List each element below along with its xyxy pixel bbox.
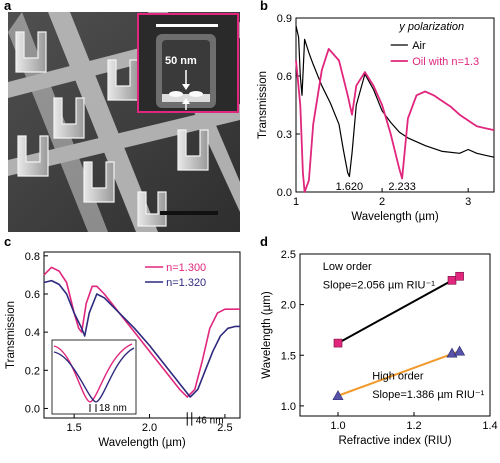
x-tick-label: 1.5 — [67, 422, 82, 434]
panel-a: a — [0, 0, 240, 232]
legend-label-oil: Oil with n=1.3 — [412, 56, 479, 68]
x-tick-label: 1 — [293, 196, 299, 208]
panel-c: c 1.5 2.0 2.5 0.0 0.2 0.4 0.6 0.8 Wavelength (µm… — [0, 232, 248, 458]
x-axis-label: Refractive index (RIU) — [338, 435, 451, 447]
y-tick-label: 2.0 — [281, 300, 296, 312]
y-tick-label: 2.5 — [281, 249, 296, 261]
legend-title: y polarization — [398, 21, 464, 33]
panel-b-label: b — [260, 0, 268, 13]
inset-curve-n1300 — [53, 343, 133, 403]
x-tick-label: 3 — [465, 196, 471, 208]
marker-high-order — [332, 390, 344, 401]
annotation-air-dip: 1.620 — [336, 181, 364, 193]
inset-annotation: 50 nm — [165, 55, 197, 67]
sem-image: 50 nm — [8, 12, 240, 232]
marker-low-order — [455, 271, 464, 281]
plot-frame — [295, 17, 495, 193]
y-axis-label: Wavelength (µm) — [261, 291, 273, 379]
panel-a-label: a — [4, 0, 12, 13]
y-tick-label: 1.5 — [281, 350, 296, 362]
y-tick-label: 1.0 — [281, 401, 296, 413]
scale-bar — [160, 211, 218, 215]
panel-b: b 1 2 3 0.0 0.3 0.6 0.9 Wavelength (µm) Transmis… — [248, 0, 500, 228]
fit-line-high-order — [337, 350, 460, 397]
y-tick-label: 0.0 — [25, 403, 40, 415]
y-axis-label: Transmission — [5, 301, 17, 369]
annotation-oil-dip: 2.233 — [388, 181, 416, 193]
x-tick-label: 1.0 — [330, 420, 345, 432]
plot-frame — [43, 251, 241, 419]
annotation-high-slope: Slope=1.386 µm RIU⁻¹ — [372, 389, 484, 401]
x-tick-label: 2.0 — [142, 422, 157, 434]
x-axis-label: Wavelength (µm) — [98, 437, 186, 449]
annotation-low-slope: Slope=2.056 µm RIU⁻¹ — [323, 279, 435, 291]
y-tick-label: 0.6 — [277, 71, 292, 83]
panel-d: d 1.0 1.2 1.4 1.0 1.5 2.0 2.5 Refractive index … — [248, 232, 500, 458]
y-tick-label: 0.8 — [25, 251, 40, 263]
y-tick-label: 0.9 — [277, 13, 292, 25]
annotation-low-order: Low order — [323, 261, 372, 273]
plot-frame — [299, 253, 491, 417]
panel-d-label: d — [260, 234, 268, 249]
inset-frame — [51, 339, 137, 415]
marker-low-order — [333, 338, 343, 348]
x-tick-label: 2.5 — [217, 422, 232, 434]
annotation-high-order: High order — [372, 371, 424, 383]
y-axis-label: Transmission — [257, 71, 269, 139]
legend-label-n1320: n=1.320 — [166, 277, 206, 289]
panel-c-label: c — [4, 234, 12, 249]
x-tick-label: 2 — [379, 196, 385, 208]
x-axis-label: Wavelength (µm) — [351, 211, 439, 223]
legend-label-air: Air — [412, 40, 426, 52]
y-tick-label: 0.2 — [25, 365, 40, 377]
chart-c: 1.5 2.0 2.5 0.0 0.2 0.4 0.6 0.8 Wavelength (µm) T… — [5, 251, 241, 449]
annotation-18nm: 18 nm — [99, 403, 127, 414]
y-tick-label: 0.4 — [25, 327, 40, 339]
legend-label-n1300: n=1.300 — [166, 262, 206, 274]
marker-high-order — [454, 345, 466, 356]
chart-b: 1 2 3 0.0 0.3 0.6 0.9 Wavelength (µm) Transmissi… — [257, 13, 495, 223]
series-air-line — [295, 25, 495, 178]
y-tick-label: 0.0 — [277, 187, 292, 199]
x-tick-label: 1.4 — [482, 420, 497, 432]
marker-low-order — [447, 276, 457, 285]
x-tick-label: 1.2 — [406, 420, 421, 432]
series-oil-line — [295, 48, 495, 193]
chart-d: 1.0 1.2 1.4 1.0 1.5 2.0 2.5 Refractive index (R… — [261, 249, 498, 447]
annotation-46nm: 46 nm — [196, 416, 224, 427]
inset-curve-n1320 — [53, 347, 135, 403]
y-tick-label: 0.3 — [277, 129, 292, 141]
fit-line-low-order — [337, 275, 461, 344]
y-tick-label: 0.6 — [25, 289, 40, 301]
inset-image: 50 nm — [137, 13, 239, 113]
series-n1320-line — [43, 279, 240, 398]
